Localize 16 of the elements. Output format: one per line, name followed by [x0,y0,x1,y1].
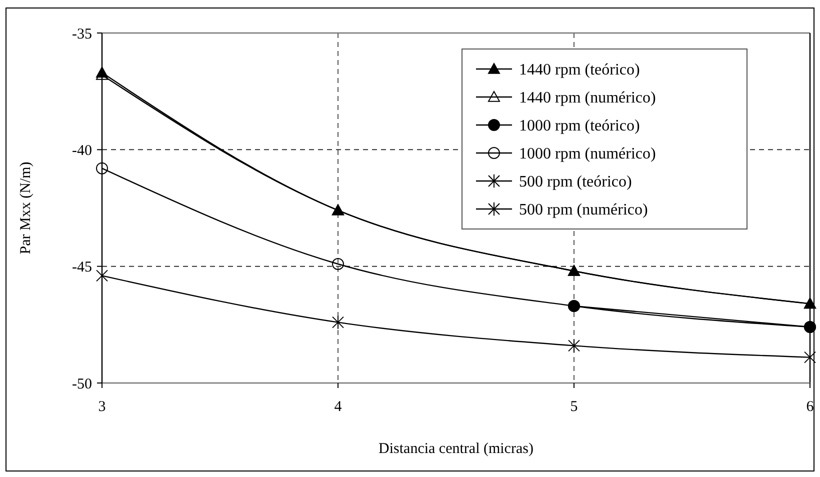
legend-label: 500 rpm (teórico) [519,174,632,191]
legend-label: 1000 rpm (teórico) [519,118,640,135]
x-axis-title: Distancia central (micras) [378,441,534,457]
legend-label: 500 rpm (numérico) [519,202,648,219]
y-axis-title: Par Mxx (N/m) [18,162,34,254]
x-tick-label: 5 [570,399,578,415]
y-tick-label: -50 [72,376,92,392]
y-tick-label: -40 [72,142,92,159]
x-tick-label: 4 [334,399,342,415]
y-tick-label: -35 [72,26,92,42]
legend-label: 1000 rpm (numérico) [519,146,656,163]
y-tick-label: -45 [72,260,92,276]
x-tick-label: 3 [98,399,106,415]
legend-label: 1440 rpm (numérico) [519,90,656,107]
legend-label: 1440 rpm (teórico) [519,62,640,79]
x-tick-label: 6 [806,399,814,415]
